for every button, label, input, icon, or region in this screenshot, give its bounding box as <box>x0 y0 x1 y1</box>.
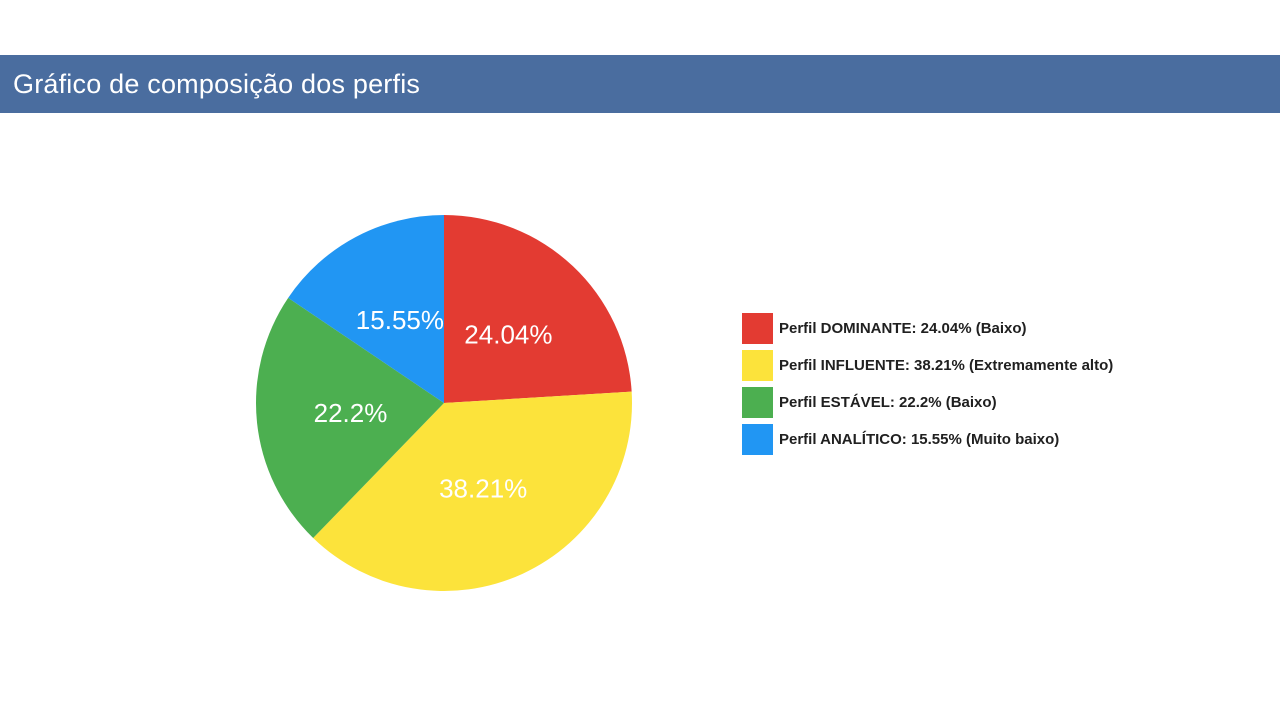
pie-chart: 24.04% 38.21% 22.2% 15.55% <box>256 215 633 592</box>
legend: Perfil DOMINANTE: 24.04% (Baixo) Perfil I… <box>742 312 1113 460</box>
legend-label: Perfil ESTÁVEL: 22.2% (Baixo) <box>779 393 997 411</box>
legend-item-3[interactable]: Perfil ESTÁVEL: 22.2% (Baixo) <box>742 386 1113 418</box>
pie-slice-4[interactable] <box>288 215 444 403</box>
page-title: Gráfico de composição dos perfis <box>13 68 421 99</box>
title-bar: Gráfico de composição dos perfis <box>0 55 1280 113</box>
pie-slice-1[interactable] <box>444 215 632 403</box>
pie-slice-3[interactable] <box>256 297 444 539</box>
legend-item-2[interactable]: Perfil INFLUENTE: 38.21% (Extremamente a… <box>742 349 1113 381</box>
legend-label: Perfil ANALÍTICO: 15.55% (Muito baixo) <box>779 430 1060 448</box>
pie-slice-2[interactable] <box>313 391 633 592</box>
legend-item-4[interactable]: Perfil ANALÍTICO: 15.55% (Muito baixo) <box>742 423 1113 455</box>
pie-slice-label-1: 24.04% <box>464 320 552 350</box>
legend-color-swatch <box>742 349 773 381</box>
legend-color-swatch <box>742 312 773 344</box>
legend-color-swatch <box>742 423 773 455</box>
legend-color-swatch <box>742 386 773 418</box>
legend-label: Perfil INFLUENTE: 38.21% (Extremamente a… <box>779 356 1114 374</box>
legend-item-1[interactable]: Perfil DOMINANTE: 24.04% (Baixo) <box>742 312 1113 344</box>
pie-slice-label-3: 22.2% <box>314 398 388 428</box>
legend-label: Perfil DOMINANTE: 24.04% (Baixo) <box>779 319 1027 337</box>
pie-slice-label-4: 15.55% <box>356 305 444 335</box>
pie-slice-label-2: 38.21% <box>439 474 527 504</box>
